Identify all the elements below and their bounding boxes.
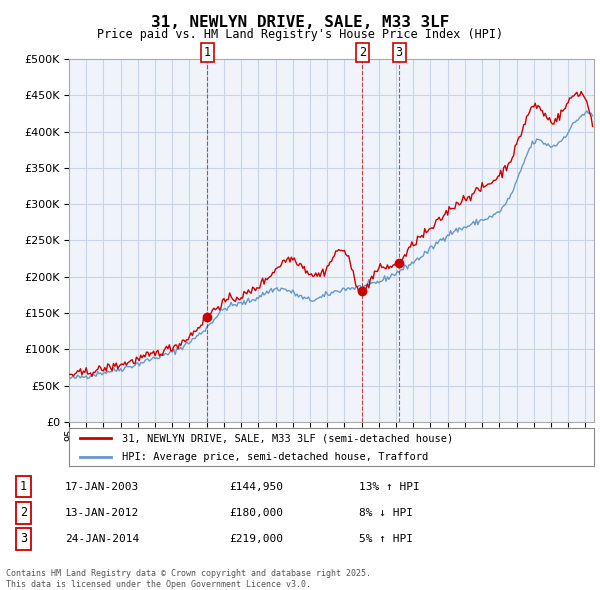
Text: 8% ↓ HPI: 8% ↓ HPI [359,508,413,518]
Text: 17-JAN-2003: 17-JAN-2003 [65,482,139,492]
Text: 13% ↑ HPI: 13% ↑ HPI [359,482,419,492]
Text: 5% ↑ HPI: 5% ↑ HPI [359,534,413,544]
Text: £144,950: £144,950 [229,482,283,492]
Text: 31, NEWLYN DRIVE, SALE, M33 3LF: 31, NEWLYN DRIVE, SALE, M33 3LF [151,15,449,30]
Text: Contains HM Land Registry data © Crown copyright and database right 2025.
This d: Contains HM Land Registry data © Crown c… [6,569,371,589]
Text: 1: 1 [204,46,211,59]
Text: 1: 1 [20,480,27,493]
Text: £219,000: £219,000 [229,534,283,544]
Text: 24-JAN-2014: 24-JAN-2014 [65,534,139,544]
Text: 3: 3 [395,46,403,59]
Text: 2: 2 [20,506,27,519]
Text: 3: 3 [20,532,27,545]
Text: £180,000: £180,000 [229,508,283,518]
Text: 31, NEWLYN DRIVE, SALE, M33 3LF (semi-detached house): 31, NEWLYN DRIVE, SALE, M33 3LF (semi-de… [121,433,453,443]
Text: Price paid vs. HM Land Registry's House Price Index (HPI): Price paid vs. HM Land Registry's House … [97,28,503,41]
Text: HPI: Average price, semi-detached house, Trafford: HPI: Average price, semi-detached house,… [121,451,428,461]
Text: 2: 2 [359,46,366,59]
Text: 13-JAN-2012: 13-JAN-2012 [65,508,139,518]
